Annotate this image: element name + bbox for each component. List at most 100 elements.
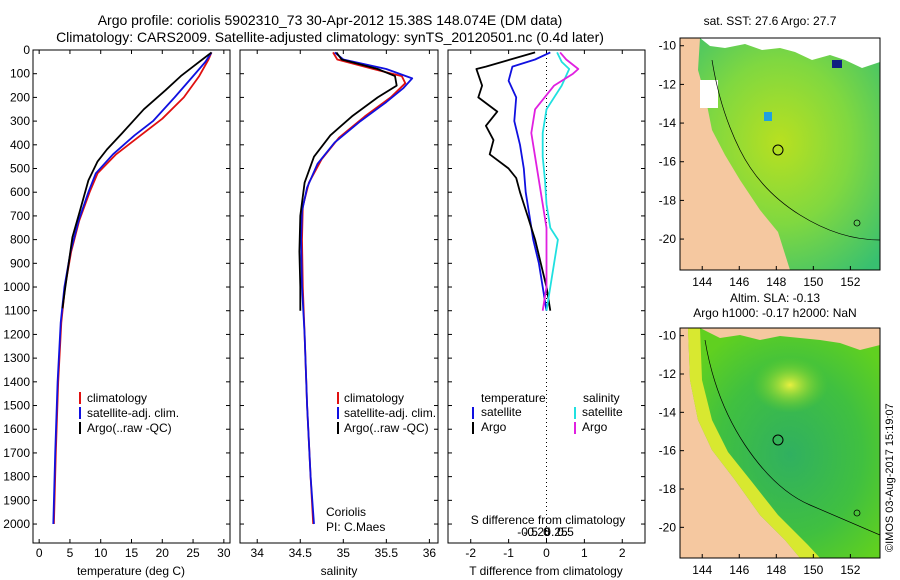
series-line-climatology: [301, 51, 407, 525]
series-line-satellite-adj-clim-: [300, 51, 414, 525]
legend-label-argo: Argo(..raw -QC): [87, 421, 172, 435]
x-tick-label: 30: [217, 546, 231, 560]
x-tick-label: 34.5: [289, 546, 313, 560]
legend-label-satellite: satellite-adj. clim.: [87, 406, 179, 420]
depth-tick-label: 1500: [3, 399, 30, 413]
lat-tick-label: -20: [659, 520, 677, 534]
legend-label-sal-argo: Argo: [582, 420, 608, 434]
legend-label-climatology: climatology: [87, 391, 147, 405]
legend-title-salinity: salinity: [583, 391, 620, 405]
x2-tick-label: -0.5: [517, 525, 538, 539]
sst-land-australia: [680, 38, 790, 270]
x-tick-label: -1: [503, 546, 514, 560]
lat-tick-label: -18: [659, 193, 677, 207]
x2-tick-label: 0: [543, 525, 550, 539]
sla-map-frame: [679, 327, 881, 559]
x-tick-label: 15: [125, 546, 139, 560]
difference-xlabel-salinity: S difference from climatology: [471, 513, 626, 527]
lon-tick-label: 144: [692, 563, 712, 577]
figure-title-line1: Argo profile: coriolis 5902310_73 30-Apr…: [98, 12, 563, 28]
lat-tick-label: -10: [659, 329, 677, 343]
depth-tick-label: 400: [10, 138, 30, 152]
sst-axis: 144 146 148 150 152 -10 -12 -14 -16 -18 -20: [659, 39, 861, 289]
sst-reef-marker: [853, 219, 861, 227]
depth-tick-label: 600: [10, 185, 30, 199]
series-line-satellite-adj-clim-: [52, 51, 213, 525]
x-tick-label: 35: [337, 546, 351, 560]
depth-tick-label: 1600: [3, 422, 30, 436]
depth-axis: 0 100 200 300 400 500 600 700 800 900 1000 1100 1200…: [3, 43, 645, 531]
salinity-panel-frame: [239, 49, 439, 544]
sla-map-title1: Altim. SLA: -0.13: [730, 291, 820, 305]
sst-map: sat. SST: 27.6 Argo: 27.7 144 146 148 150 15…: [659, 14, 881, 289]
difference-legend: temperature salinity satellite Argo sate…: [471, 391, 626, 527]
lat-tick-label: -16: [659, 444, 677, 458]
lat-tick-label: -16: [659, 155, 677, 169]
sst-contour: [711, 59, 880, 241]
temperature-legend: climatology satellite-adj. clim. Argo(..…: [79, 391, 179, 435]
x-tick-label: 35.5: [375, 546, 399, 560]
x-tick-label: -2: [465, 546, 476, 560]
lat-tick-label: -14: [659, 116, 677, 130]
sla-high-anomaly: [752, 357, 828, 413]
sla-argo-position: [772, 434, 784, 446]
salinity-legend: climatology satellite-adj. clim. Argo(..…: [326, 391, 436, 534]
sst-argo-position: [772, 144, 784, 156]
depth-tick-label: 1800: [3, 470, 30, 484]
depth-tick-label: 0: [23, 43, 30, 57]
sla-map: Altim. SLA: -0.13 Argo h1000: -0.17 h200…: [659, 291, 881, 577]
lat-tick-label: -18: [659, 482, 677, 496]
lon-tick-label: 148: [766, 275, 786, 289]
depth-tick-label: 800: [10, 233, 30, 247]
depth-tick-label: 1700: [3, 446, 30, 460]
depth-tick-label: 1100: [4, 304, 30, 318]
credit-stamp: ©IMOS 03-Aug-2017 15:19:07: [884, 403, 896, 552]
lat-tick-label: -14: [659, 405, 677, 419]
x2-tick-label: 0.5: [557, 525, 574, 539]
x-tick-label: 1: [581, 546, 588, 560]
depth-tick-label: 700: [10, 209, 30, 223]
sla-contour: [704, 339, 880, 536]
series-line-temperature-satellite: [507, 51, 551, 311]
depth-tick-label: 900: [10, 256, 30, 270]
lon-tick-label: 146: [729, 563, 749, 577]
profile-plots: 0 5 10 15 20 25 30 34 34.5 35 35.5 36 -2 -1 0 1 2 -0.5-0.…: [36, 50, 626, 560]
depth-tick-label: 300: [10, 114, 30, 128]
x-tick-label: 0: [543, 546, 550, 560]
institution-label: Coriolis: [326, 505, 366, 519]
figure-title-line2: Climatology: CARS2009. Satellite-adjuste…: [56, 29, 604, 45]
difference-panel-frame: [447, 49, 646, 544]
legend-label-argo: Argo(..raw -QC): [344, 421, 429, 435]
x-tick-label: 5: [67, 546, 74, 560]
depth-tick-label: 500: [10, 162, 30, 176]
legend-label-satellite: satellite-adj. clim.: [344, 406, 436, 420]
depth-tick-label: 200: [10, 90, 30, 104]
series-line-salinity-satellite: [541, 52, 571, 311]
x2-tick-label: -0.25: [523, 525, 551, 539]
depth-tick-label: 1900: [3, 493, 30, 507]
series-line-salinity-argo: [530, 51, 580, 311]
lat-tick-label: -20: [659, 232, 677, 246]
salinity-xlabel: salinity: [321, 564, 358, 578]
legend-label-temp-satellite: satellite: [481, 405, 522, 419]
x-tick-label: 0: [36, 546, 43, 560]
pi-label: PI: C.Maes: [326, 520, 385, 534]
series-line-climatology: [53, 52, 213, 525]
lon-tick-label: 148: [766, 563, 786, 577]
sst-cold-patch: [832, 60, 842, 68]
lat-tick-label: -10: [659, 39, 677, 53]
x-tick-label: 36: [423, 546, 437, 560]
lat-tick-label: -12: [659, 77, 677, 91]
x-tick-label: 20: [156, 546, 170, 560]
sla-land-australia: [680, 328, 800, 558]
x2-tick-label: 0.25: [544, 525, 568, 539]
sst-land-newguinea: [700, 38, 880, 68]
legend-label-sal-satellite: satellite: [582, 405, 623, 419]
x-tick-label: 10: [94, 546, 108, 560]
lat-tick-label: -12: [659, 367, 677, 381]
depth-tick-label: 1400: [3, 375, 30, 389]
series-line-argo-raw-qc-: [298, 51, 398, 311]
lon-tick-label: 152: [840, 275, 860, 289]
legend-title-temperature: temperature: [481, 391, 546, 405]
lon-tick-label: 150: [803, 563, 823, 577]
